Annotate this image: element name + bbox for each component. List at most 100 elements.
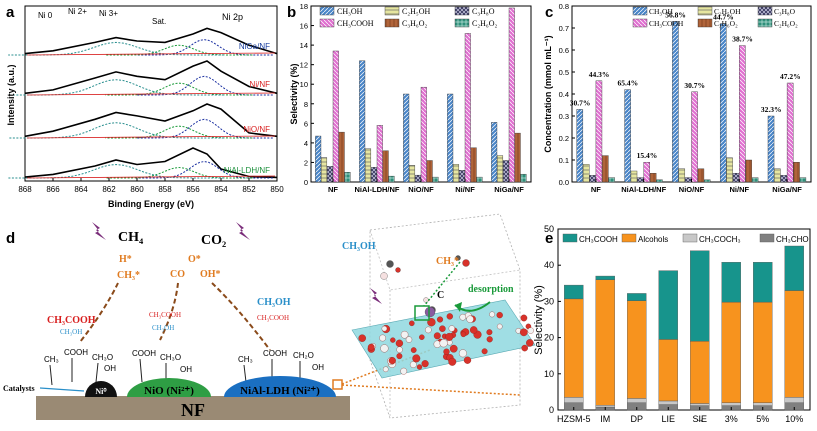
series-label-niga: NiGa/NF <box>239 42 270 51</box>
atom <box>379 334 386 342</box>
co-label: CO <box>170 269 185 280</box>
spectrum-line <box>24 60 278 95</box>
y-tick-label: 14 <box>300 41 308 50</box>
legend-label: CH₃COOH <box>337 19 374 28</box>
x-tick-label: 5% <box>756 414 769 424</box>
y-tick-label: 40 <box>544 260 554 270</box>
bar <box>774 168 781 183</box>
panel-d-label: d <box>6 230 15 247</box>
bar <box>420 86 427 183</box>
right-alcohol-label: CH₃OH <box>257 297 291 308</box>
left-acid-label: CH₃COOH <box>47 315 96 326</box>
atom <box>486 336 493 343</box>
bar <box>414 174 421 183</box>
annotation-label: 65.4% <box>617 79 638 88</box>
x-tick-label: NiO/NF <box>679 185 705 194</box>
legend-label: C₂H₅OH <box>402 7 430 16</box>
bar <box>403 93 410 183</box>
bar <box>582 164 590 183</box>
zoom-connector <box>341 384 521 396</box>
x-tick-label: 852 <box>242 185 256 194</box>
bar <box>476 176 483 183</box>
x-tick-label: DP <box>630 414 643 424</box>
spectrum-line <box>24 103 278 138</box>
y-tick-label: 10 <box>300 80 308 89</box>
bar <box>508 7 515 183</box>
atom <box>458 349 467 358</box>
annotation-label: 44.7% <box>713 13 734 22</box>
bar <box>447 93 454 183</box>
bar <box>658 339 678 402</box>
legend-swatch <box>682 233 698 243</box>
x-tick-label: IM <box>600 414 610 424</box>
atom <box>395 267 401 273</box>
group-label: OH <box>312 363 324 372</box>
bar <box>630 170 638 183</box>
group-label: COOH <box>132 349 156 358</box>
group-label: OH <box>180 365 192 374</box>
atom <box>367 343 375 351</box>
y-tick-label: 0 <box>549 405 554 415</box>
lightning-icon <box>92 222 106 240</box>
zoom-box <box>332 379 343 390</box>
y-tick-label: 8 <box>304 100 308 109</box>
legend-swatch <box>757 6 773 16</box>
atom <box>410 347 417 353</box>
bar <box>751 177 759 183</box>
bar <box>520 173 527 183</box>
atom <box>443 348 450 355</box>
x-tick-label: 864 <box>74 185 88 194</box>
x-tick-label: NiO/NF <box>408 185 434 194</box>
group-label: CH₃ <box>238 355 253 364</box>
bar <box>491 122 498 183</box>
x-tick-label: HZSM-5 <box>557 414 591 424</box>
peak-label-ni2: Ni 2+ <box>68 7 87 16</box>
group-label: CH₃O <box>92 353 113 362</box>
legend-label: CH₃COOH <box>579 235 618 244</box>
y-tick-label: 50 <box>544 224 554 234</box>
bar <box>690 403 710 406</box>
y-tick-label: 30 <box>544 296 554 306</box>
x-tick-label: NiAl-LDH/NF <box>355 185 400 194</box>
x-tick-label: SIE <box>692 414 707 424</box>
legend-label: C₂H₆O₂ <box>472 19 497 28</box>
legend-swatch <box>319 18 335 28</box>
y-tick-label: 0.0 <box>559 178 569 187</box>
legend-swatch <box>454 18 470 28</box>
y-tick-label: 0.1 <box>559 156 569 165</box>
bar <box>691 91 698 183</box>
crystal-model: CH₃OH CH₃* C desorption <box>342 213 536 419</box>
bar <box>721 301 741 403</box>
path-arrow <box>79 282 119 343</box>
spectrum-line <box>24 27 278 55</box>
bar <box>470 147 477 183</box>
legend-swatch <box>759 233 775 243</box>
bar <box>721 402 741 406</box>
nio-particle <box>127 378 211 397</box>
atom <box>425 326 432 334</box>
bar <box>595 405 615 408</box>
x-tick-label: Ni/NF <box>455 185 475 194</box>
bar <box>753 301 773 403</box>
bar <box>784 290 804 398</box>
fit-component <box>135 160 273 179</box>
bar <box>602 155 609 183</box>
legend-label: CH₃OH <box>337 7 363 16</box>
atom <box>395 339 404 347</box>
panel-b-label: b <box>287 4 296 21</box>
fit-component <box>8 122 224 139</box>
catalysts-arrow <box>39 387 85 392</box>
peak-label-sat: Sat. <box>152 17 166 26</box>
desorption-label: desorption <box>468 284 514 295</box>
y-tick-label: 0.3 <box>559 112 569 121</box>
atom <box>526 339 534 347</box>
bar <box>458 170 465 183</box>
bar <box>643 161 650 183</box>
ch4-label: CH₄ <box>118 230 144 245</box>
bar <box>624 89 631 183</box>
bar <box>627 293 647 301</box>
ldh-layer <box>351 299 536 379</box>
panel-c-annotations: 30.7% 44.3% 65.4% 15.4% 56.8% 30.7% 44.7% 38.7%… <box>570 10 801 160</box>
peak-label-ni0: Ni 0 <box>38 11 53 20</box>
lightning-icon <box>236 222 250 240</box>
